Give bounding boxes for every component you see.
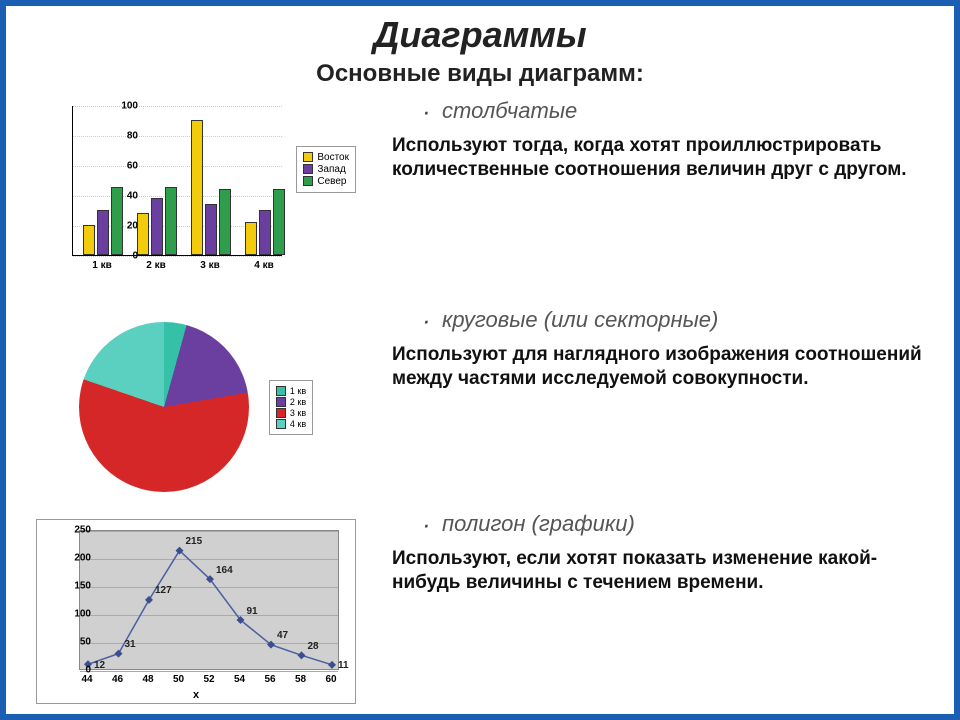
legend-item: Запад <box>303 164 349 175</box>
line-chart-ytick: 250 <box>74 524 91 535</box>
legend-item: 4 кв <box>276 419 306 429</box>
pie-chart <box>79 322 249 492</box>
line-chart-xtick: 56 <box>256 674 284 685</box>
line-chart-ytick: 200 <box>74 552 91 563</box>
legend-item: Север <box>303 176 349 187</box>
main-title: Диаграммы <box>6 6 954 56</box>
bar <box>151 198 163 255</box>
section-desc-line: Используют, если хотят показать изменени… <box>392 537 936 595</box>
line-chart-xtick: 58 <box>287 674 315 685</box>
line-chart-xtick: 46 <box>104 674 132 685</box>
line-chart-value-label: 11 <box>338 660 349 671</box>
subtitle: Основные виды диаграмм: <box>6 56 954 88</box>
bar-chart-ytick: 40 <box>127 190 138 201</box>
bar-chart-ytick: 20 <box>127 220 138 231</box>
legend-item: 3 кв <box>276 408 306 418</box>
pie-chart-legend: 1 кв2 кв3 кв4 кв <box>269 380 313 435</box>
section-title-pie: круговые (или секторные) <box>392 307 936 333</box>
bar <box>219 189 231 255</box>
section-desc-pie: Используют для наглядного изображения со… <box>392 333 936 391</box>
legend-item: Восток <box>303 152 349 163</box>
legend-item: 1 кв <box>276 386 306 396</box>
line-chart-xtick: 50 <box>165 674 193 685</box>
bar <box>205 204 217 255</box>
line-chart: 123112721516491472811 x 0501001502002504… <box>36 519 356 704</box>
line-chart-xtick: 44 <box>73 674 101 685</box>
section-desc-bar: Используют тогда, когда хотят проиллюстр… <box>392 124 936 182</box>
bar <box>245 222 257 255</box>
line-chart-ytick: 100 <box>74 608 91 619</box>
legend-item: 2 кв <box>276 397 306 407</box>
bar <box>191 120 203 255</box>
line-chart-xlabel: x <box>193 689 199 701</box>
section-title-bar: столбчатые <box>392 98 936 124</box>
bar-chart-ytick: 100 <box>121 100 138 111</box>
bar-chart-xtick: 4 кв <box>239 260 289 271</box>
line-chart-value-label: 12 <box>94 660 105 671</box>
line-chart-xtick: 52 <box>195 674 223 685</box>
bar-chart-ytick: 60 <box>127 160 138 171</box>
bar-chart: ВостокЗападСевер 0204060801001 кв2 кв3 к… <box>36 106 356 296</box>
bar <box>259 210 271 255</box>
bar-chart-ytick: 80 <box>127 130 138 141</box>
bar-chart-xtick: 2 кв <box>131 260 181 271</box>
bar-chart-xtick: 1 кв <box>77 260 127 271</box>
line-chart-xtick: 48 <box>134 674 162 685</box>
bar <box>83 225 95 255</box>
line-chart-value-label: 164 <box>216 565 233 576</box>
bar <box>137 213 149 255</box>
line-chart-value-label: 91 <box>247 606 258 617</box>
line-chart-xtick: 60 <box>317 674 345 685</box>
bar <box>165 187 177 255</box>
bar <box>111 187 123 255</box>
line-chart-value-label: 31 <box>125 639 136 650</box>
section-title-line: полигон (графики) <box>392 511 936 537</box>
line-chart-xtick: 54 <box>226 674 254 685</box>
line-chart-value-label: 28 <box>308 641 319 652</box>
line-chart-value-label: 215 <box>186 536 203 547</box>
bar-chart-xtick: 3 кв <box>185 260 235 271</box>
line-chart-ytick: 50 <box>80 636 91 647</box>
bar <box>97 210 109 255</box>
line-chart-value-label: 127 <box>155 585 172 596</box>
line-chart-ytick: 150 <box>74 580 91 591</box>
bar <box>273 189 285 255</box>
bar-chart-legend: ВостокЗападСевер <box>296 146 356 193</box>
line-chart-value-label: 47 <box>277 630 288 641</box>
